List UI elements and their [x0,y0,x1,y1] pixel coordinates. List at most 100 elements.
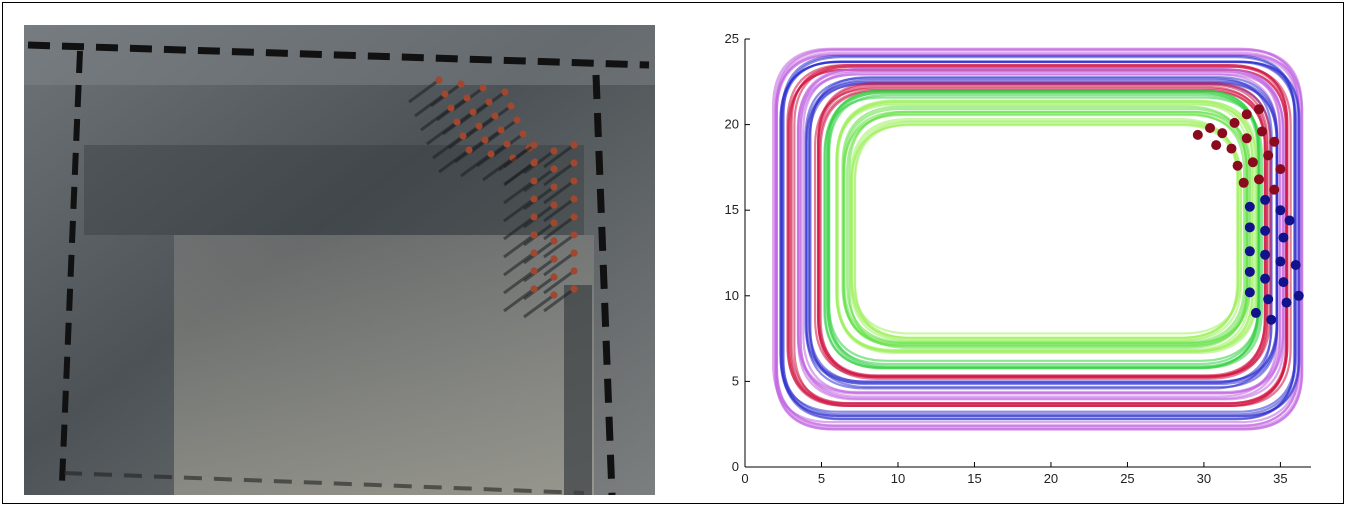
person-marker [530,213,538,221]
red-pedestrian-marker [1226,143,1237,154]
person-shadow [503,251,535,277]
person-shadow [408,78,440,104]
blue-pedestrian-marker [1244,201,1255,212]
person-shadow [432,134,464,160]
person-marker [570,141,578,149]
person-marker [530,195,538,203]
trajectory-loop [796,70,1281,395]
person-marker [570,267,578,275]
trajectory-loop [836,100,1258,354]
person-marker [570,177,578,185]
red-pedestrian-marker [1263,150,1274,161]
trajectory-loop [853,120,1240,340]
trajectory-loop [780,60,1300,417]
person-shadow [543,287,575,313]
x-tick-label: 20 [1044,471,1058,486]
person-marker [530,249,538,257]
person-shadow [503,287,535,313]
trajectory-loop [850,123,1243,335]
blue-pedestrian-marker [1290,259,1301,270]
person-marker [530,177,538,185]
blue-pedestrian-marker [1260,225,1271,236]
person-marker [465,146,473,154]
person-shadow [420,106,452,132]
blue-pedestrian-marker [1260,273,1271,284]
person-shadow [523,221,555,247]
trajectory-loop [772,47,1300,424]
x-tick-label: 30 [1197,471,1211,486]
person-marker [550,201,558,209]
blue-pedestrian-marker [1250,307,1261,318]
blue-pedestrian-marker [1284,215,1295,226]
person-shadow [543,161,575,187]
chart-axes [744,39,1311,468]
y-tick-label: 25 [725,31,739,46]
person-marker [463,94,471,102]
red-pedestrian-marker [1229,117,1240,128]
axis-ticks: 0 5 10 15 20 25 30 35 0 5 10 15 20 25 [725,31,1288,486]
person-shadow [523,203,555,229]
person-marker [519,130,527,138]
x-tick-label: 10 [891,471,905,486]
red-pedestrian-marker [1247,157,1258,168]
person-marker [530,285,538,293]
blue-pedestrian-marker [1266,314,1277,325]
person-shadow [523,275,555,301]
person-shadow [503,233,535,259]
trajectory-loop [841,105,1247,346]
person-shadow [543,233,575,259]
person-shadow [503,197,535,223]
person-marker [459,132,467,140]
person-marker [570,231,578,239]
person-shadow [543,179,575,205]
red-pedestrian-marker [1232,160,1243,171]
person-marker [469,108,477,116]
red-pedestrian-marker [1253,174,1264,185]
person-marker [447,104,455,112]
person-marker [487,150,495,158]
person-shadow [438,148,470,174]
red-pedestrian-marker [1241,109,1252,120]
red-pedestrian-marker [1269,184,1280,195]
person-marker [550,273,558,281]
x-tick-label: 5 [818,471,825,486]
person-shadow [543,143,575,169]
x-tick-label: 25 [1120,471,1134,486]
person-marker [441,90,449,98]
person-marker [570,159,578,167]
trajectory-loop [808,82,1278,383]
person-marker [550,219,558,227]
person-marker [479,84,487,92]
blue-pedestrian-marker [1275,205,1286,216]
person-shadow [543,215,575,241]
person-shadow [426,120,458,146]
y-tick-label: 5 [732,373,739,388]
trajectory-loop [850,124,1240,339]
blue-pedestrian-marker [1281,297,1292,308]
person-marker [570,249,578,257]
person-shadow [503,269,535,295]
person-marker [485,98,493,106]
person-shadow [503,179,535,205]
trajectory-loop [853,122,1243,342]
person-marker [570,213,578,221]
blue-pedestrian-marker [1260,194,1271,205]
person-marker [550,165,558,173]
y-tick-label: 0 [732,459,739,474]
x-tick-label: 0 [741,471,748,486]
person-shadow [543,197,575,223]
person-shadow [503,143,535,169]
trajectory-loop [835,102,1251,352]
person-marker [475,122,483,130]
trajectory-loop [835,101,1254,352]
trajectory-loop [787,68,1288,405]
person-marker [501,88,509,96]
blue-pedestrian-marker [1244,287,1255,298]
trajectory-loop [826,89,1260,366]
red-pedestrian-marker [1192,129,1203,140]
person-marker [530,141,538,149]
trajectory-loop [824,91,1259,370]
person-marker [453,118,461,126]
x-tick-label: 15 [967,471,981,486]
